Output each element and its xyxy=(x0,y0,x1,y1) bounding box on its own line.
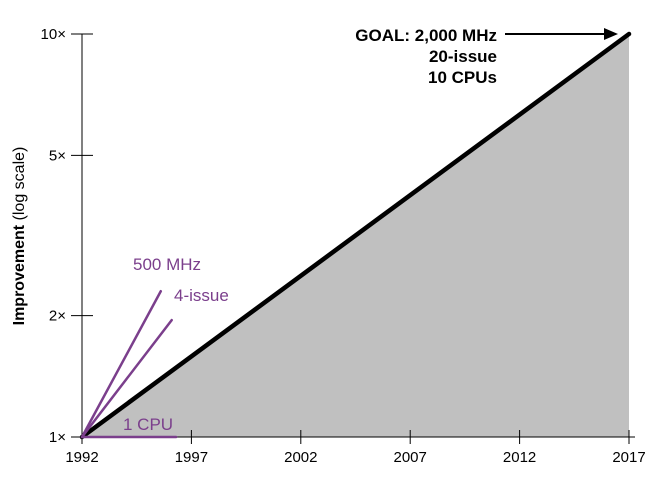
goal-label-line-1: GOAL: 2,000 MHz xyxy=(355,26,497,45)
y-tick-label: 2× xyxy=(49,308,66,325)
goal-label-line-2: 20-issue xyxy=(429,47,497,66)
main-trend-line xyxy=(79,31,632,440)
y-tick-label: 1× xyxy=(49,429,66,446)
y-axis-title-bold: Improvement xyxy=(11,224,28,325)
label-4issue: 4-issue xyxy=(174,286,229,305)
x-tick-label: 2002 xyxy=(284,449,317,466)
y-axis-title: Improvement (log scale) xyxy=(11,147,28,326)
label-1cpu: 1 CPU xyxy=(123,415,173,434)
label-500mhz: 500 MHz xyxy=(133,255,201,274)
y-tick-label: 10× xyxy=(41,26,66,43)
x-tick-label: 1992 xyxy=(65,449,98,466)
goal-label-line-3: 10 CPUs xyxy=(428,68,497,87)
x-tick-label: 2017 xyxy=(612,449,645,466)
line-500mhz xyxy=(80,289,163,439)
x-tick-label: 1997 xyxy=(175,449,208,466)
goal-arrow-head xyxy=(604,28,618,40)
x-tick-label: 2007 xyxy=(394,449,427,466)
y-ticks: 1× 2× 5× 10× xyxy=(41,26,93,446)
x-tick-label: 2012 xyxy=(503,449,536,466)
y-axis-title-rest: (log scale) xyxy=(11,147,28,225)
x-ticks: 1992 1997 2002 2007 2012 2017 xyxy=(65,430,646,466)
line-4issue xyxy=(80,318,173,439)
y-tick-label: 5× xyxy=(49,147,66,164)
